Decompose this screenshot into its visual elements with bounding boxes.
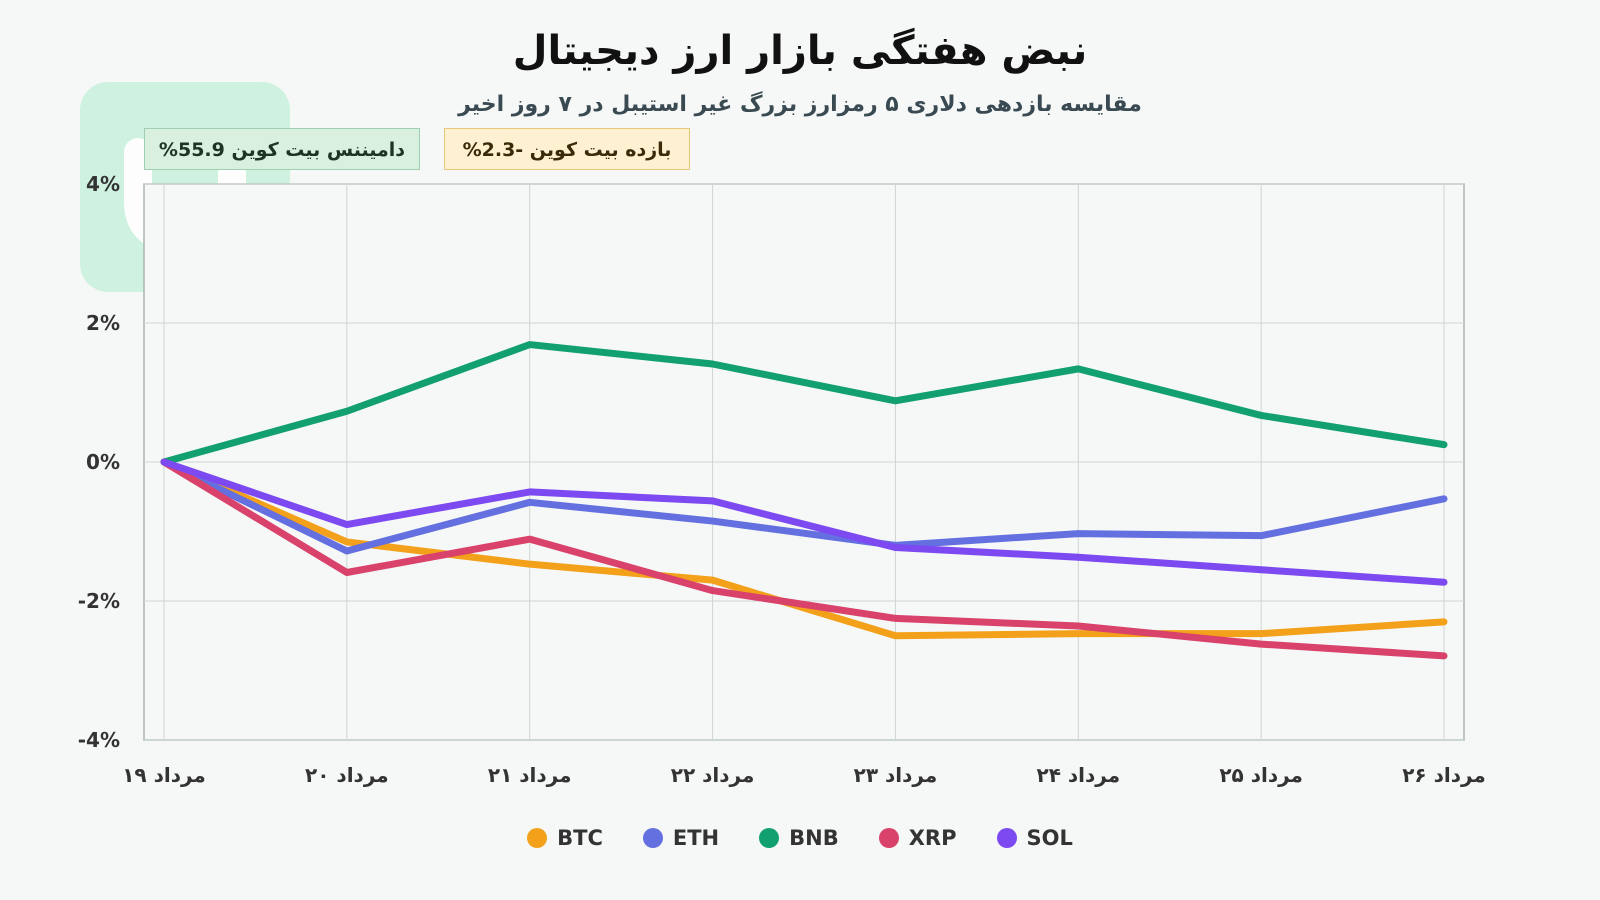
btc-return-badge: بازده بیت کوین -2.3% — [444, 128, 690, 170]
series-line-sol — [160, 458, 1448, 586]
legend-swatch — [996, 828, 1017, 848]
legend-swatch — [759, 828, 780, 848]
x-tick-label: مرداد ۲۵ — [1219, 763, 1303, 787]
x-tick-label: مرداد ۲۴ — [1036, 763, 1120, 787]
series-line-xrp — [160, 458, 1448, 660]
y-tick-label: -4% — [78, 728, 120, 752]
x-tick-label: مرداد ۱۹ — [122, 763, 206, 787]
y-tick-label: 0% — [86, 450, 120, 474]
chart-legend: BTC ETH BNB XRP SOL — [0, 826, 1600, 850]
y-tick-label: 4% — [86, 172, 120, 196]
series-line-eth — [160, 458, 1448, 555]
legend-swatch — [527, 828, 548, 848]
legend-item-bnb: BNB — [759, 826, 839, 850]
legend-label: SOL — [1026, 826, 1073, 850]
legend-label: BNB — [789, 826, 839, 850]
page-title: نبض هفتگی بازار ارز دیجیتال — [512, 28, 1088, 74]
legend-label: BTC — [557, 826, 603, 850]
page-subtitle: مقایسه بازدهی دلاری ۵ رمزارز بزرگ غیر اس… — [458, 92, 1142, 117]
series-line-bnb — [160, 341, 1448, 466]
legend-item-xrp: XRP — [878, 826, 957, 850]
legend-label: XRP — [908, 826, 957, 850]
x-tick-label: مرداد ۲۲ — [671, 763, 755, 787]
x-tick-label: مرداد ۲۱ — [488, 763, 572, 787]
legend-item-btc: BTC — [527, 826, 603, 850]
y-tick-label: 2% — [86, 311, 120, 335]
btc-dominance-badge: دامیننس بیت کوین 55.9% — [144, 128, 420, 170]
legend-label: ETH — [672, 826, 720, 850]
legend-item-eth: ETH — [642, 826, 720, 850]
legend-swatch — [642, 828, 663, 848]
legend-swatch — [878, 828, 899, 848]
x-tick-label: مرداد ۲۶ — [1402, 763, 1486, 787]
legend-item-sol: SOL — [996, 826, 1073, 850]
x-tick-label: مرداد ۲۰ — [305, 763, 389, 787]
x-tick-label: مرداد ۲۳ — [854, 763, 938, 787]
y-tick-label: -2% — [78, 589, 120, 613]
